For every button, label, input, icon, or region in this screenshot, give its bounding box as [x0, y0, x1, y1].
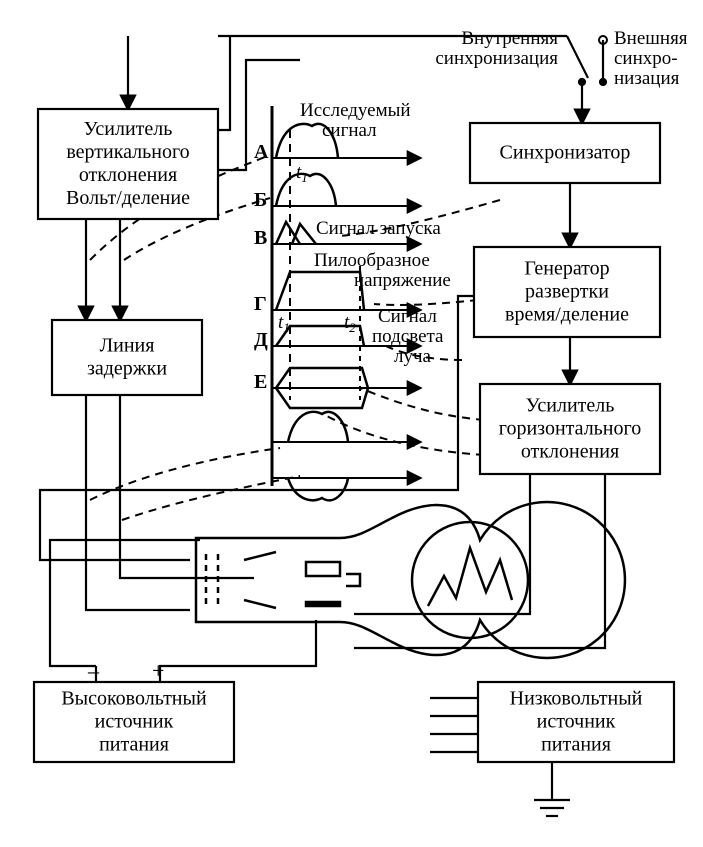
sweep-label-l1: развертки: [525, 281, 609, 303]
waveform-panel: [272, 106, 420, 500]
lv_supply-label-l2: питания: [541, 734, 611, 756]
horiz_amp-label-l0: Усилитель: [526, 395, 615, 417]
hv-plus-sign: +: [152, 658, 164, 683]
sawtooth-label-l1: Пилообразное: [314, 250, 430, 271]
t1b-symbol: t1: [278, 312, 290, 335]
wave-letter-E: Е: [254, 371, 267, 393]
t1-symbol: t1: [296, 162, 308, 185]
sync-label-l0: Синхронизатор: [500, 142, 631, 164]
internal-sync-label-l2: синхронизация: [435, 48, 558, 69]
wave-letter-A: А: [254, 141, 269, 163]
wave-letter-G: Г: [254, 293, 267, 315]
top-sync-labels: Внутренняя синхронизация Внешняя синхро-…: [435, 28, 687, 89]
brighten-label-l1: Сигнал: [378, 306, 437, 327]
hv-minus-sign: –: [87, 658, 100, 683]
vert_amp-label-l2: отклонения: [79, 164, 177, 186]
oscilloscope-block-diagram: УсилительвертикальногоотклоненияВольт/де…: [0, 0, 703, 847]
sweep-label-l2: время/деление: [505, 304, 629, 326]
brighten-label-l3: луча: [394, 346, 432, 367]
sweep-label-l0: Генератор: [524, 258, 609, 280]
hv_supply-label-l2: питания: [99, 734, 169, 756]
sawtooth-label-l2: напряжение: [354, 270, 451, 291]
external-sync-label-l3: низация: [614, 68, 680, 89]
lv_supply-label-l0: Низковольтный: [510, 688, 643, 710]
center-text-labels: Исследуемый сигнал Сигнал запуска Пилооб…: [254, 100, 451, 393]
trigger-signal-label: Сигнал запуска: [316, 218, 441, 239]
hv_supply-label-l0: Высоковольтный: [61, 688, 207, 710]
lv_supply-label-l1: источник: [537, 711, 616, 733]
crt-tube-icon: [196, 502, 625, 658]
horiz_amp-label-l2: отклонения: [521, 441, 619, 463]
external-sync-label-l1: Внешняя: [614, 28, 688, 49]
horiz_amp-label-l1: горизонтального: [499, 418, 641, 440]
wave-letter-B: Б: [254, 189, 267, 211]
brighten-label-l2: подсвета: [372, 326, 444, 347]
external-sync-label-l2: синхро-: [614, 48, 678, 69]
wave-letter-V: В: [254, 227, 267, 249]
studied-signal-label-l2: сигнал: [322, 120, 377, 141]
vert_amp-label-l3: Вольт/деление: [66, 187, 190, 209]
internal-sync-label-l1: Внутренняя: [461, 28, 558, 49]
hv_supply-label-l1: источник: [95, 711, 174, 733]
delay-label-l0: Линия: [100, 335, 155, 357]
studied-signal-label-l1: Исследуемый: [300, 100, 411, 121]
vert_amp-label-l1: вертикального: [66, 141, 189, 163]
delay-label-l1: задержки: [87, 358, 167, 380]
t2-symbol: t2: [344, 312, 356, 335]
vert_amp-label-l0: Усилитель: [84, 118, 173, 140]
wave-letter-D: Д: [254, 329, 268, 351]
